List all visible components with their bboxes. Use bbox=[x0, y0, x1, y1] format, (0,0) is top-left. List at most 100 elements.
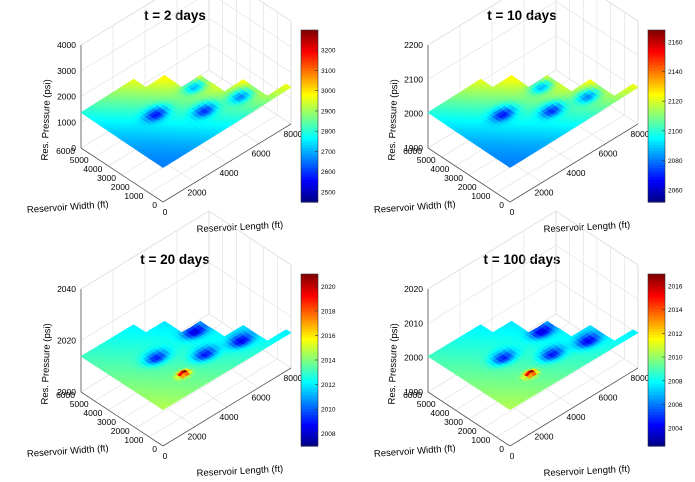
y-axis-label: Reservoir Width (ft) bbox=[374, 199, 456, 216]
colorbar-segment bbox=[648, 110, 665, 114]
colorbar-tick-label: 2600 bbox=[321, 169, 336, 176]
z-tick-label: 2100 bbox=[404, 74, 423, 84]
y-tick-label: 5000 bbox=[70, 399, 89, 409]
grid-line bbox=[555, 245, 639, 300]
y-tick-label: 6000 bbox=[403, 146, 422, 156]
z-tick-label: 2040 bbox=[57, 284, 76, 294]
colorbar-segment bbox=[648, 294, 665, 298]
colorbar-segment bbox=[648, 113, 665, 117]
colorbar-segment bbox=[301, 334, 318, 338]
y-tick-label: 2000 bbox=[111, 426, 130, 436]
y-tick-label: 4000 bbox=[83, 164, 102, 174]
colorbar-tick-label: 3100 bbox=[321, 68, 336, 75]
colorbar-segment bbox=[301, 425, 318, 430]
colorbar-segment bbox=[648, 98, 665, 103]
chart-title: t = 2 days bbox=[144, 8, 206, 23]
y-tick-label: 3000 bbox=[97, 417, 116, 427]
z-axis-label: Res. Pressure (psi) bbox=[40, 323, 54, 405]
x-tick-label: 0 bbox=[510, 207, 515, 217]
x-axis-label: Reservoir Length (ft) bbox=[543, 464, 630, 480]
grid-line bbox=[605, 0, 639, 22]
y-tick-label: 1000 bbox=[124, 191, 143, 201]
colorbar-segment bbox=[301, 98, 318, 103]
colorbar-segment bbox=[301, 55, 318, 60]
colorbar-segment bbox=[648, 141, 665, 146]
colorbar-segment bbox=[301, 144, 318, 149]
x-tick-label: 4000 bbox=[567, 168, 586, 178]
grid-line bbox=[258, 0, 292, 22]
colorbar-segment bbox=[648, 90, 665, 94]
colorbar-segment bbox=[648, 348, 665, 352]
colorbar-segment bbox=[648, 322, 665, 327]
grid-line bbox=[555, 1, 639, 56]
z-tick-label: 2010 bbox=[404, 318, 423, 328]
colorbar-segment bbox=[648, 87, 665, 91]
y-tick-label: 3000 bbox=[97, 173, 116, 183]
colorbar-segment bbox=[301, 294, 318, 298]
colorbar-segment bbox=[301, 360, 318, 364]
y-tick-label: 1000 bbox=[124, 435, 143, 445]
colorbar-segment bbox=[648, 325, 665, 330]
colorbar-segment bbox=[648, 116, 665, 120]
grid-line bbox=[208, 262, 292, 317]
colorbar-segment bbox=[301, 374, 318, 378]
grid-line bbox=[496, 114, 625, 194]
colorbar-segment bbox=[301, 64, 318, 68]
colorbar-segment bbox=[301, 87, 318, 91]
colorbar-tick-label: 2014 bbox=[668, 307, 683, 314]
surface-chart-1: t = 2 days 0 2000 4000 6000 8000 0 1000 2000 300… bbox=[0, 0, 347, 238]
colorbar-segment bbox=[648, 423, 665, 427]
colorbar-segment bbox=[648, 380, 665, 384]
tick-labels: 0200040006000800001000200030004000500060… bbox=[403, 40, 650, 217]
colorbar-segment bbox=[301, 274, 318, 278]
colorbar-segment bbox=[301, 90, 318, 94]
y-tick-label: 5000 bbox=[417, 155, 436, 165]
colorbar-segment bbox=[648, 354, 665, 358]
x-axis-line bbox=[509, 123, 639, 203]
z-tick-label: 2020 bbox=[57, 336, 76, 346]
colorbar-segment bbox=[648, 35, 665, 40]
colorbar-segment bbox=[648, 38, 665, 43]
colorbar-segment bbox=[648, 199, 665, 203]
colorbar-segment bbox=[301, 50, 318, 54]
colorbar-segment bbox=[648, 408, 665, 413]
y-tick-label: 4000 bbox=[83, 408, 102, 418]
colorbar-segment bbox=[301, 127, 318, 131]
x-tick-label: 0 bbox=[510, 451, 515, 461]
z-tick-label: 2000 bbox=[404, 353, 423, 363]
grid-line bbox=[496, 358, 625, 438]
x-tick-label: 6000 bbox=[599, 149, 618, 159]
colorbar-segment bbox=[648, 164, 665, 169]
colorbar-segment bbox=[301, 428, 318, 433]
x-tick-label: 6000 bbox=[599, 393, 618, 403]
colorbar-segment bbox=[648, 150, 665, 154]
surface-cell bbox=[507, 163, 515, 168]
colorbar-segment bbox=[648, 78, 665, 83]
colorbar-segment bbox=[301, 138, 318, 143]
colorbar-segment bbox=[301, 176, 318, 180]
colorbar-segment bbox=[648, 32, 665, 37]
x-tick-label: 2000 bbox=[535, 188, 554, 198]
y-tick-label: 6000 bbox=[56, 390, 75, 400]
x-tick-label: 0 bbox=[163, 451, 168, 461]
colorbar-tick-label: 2012 bbox=[668, 331, 683, 338]
colorbar-segment bbox=[648, 30, 665, 34]
colorbar-segment bbox=[301, 150, 318, 154]
colorbar-segment bbox=[301, 116, 318, 120]
colorbar-segment bbox=[648, 302, 665, 307]
colorbar-segment bbox=[301, 342, 318, 347]
colorbar-segment bbox=[648, 368, 665, 373]
colorbar-segment bbox=[648, 428, 665, 433]
colorbar-segment bbox=[648, 345, 665, 350]
surface-chart-2: t = 10 days 0 2000 4000 6000 8000 0 1000 2000 30… bbox=[347, 0, 694, 238]
x-axis-label: Reservoir Length (ft) bbox=[196, 220, 283, 236]
colorbar-segment bbox=[301, 403, 318, 407]
y-axis-line bbox=[427, 391, 511, 447]
colorbar-segment bbox=[301, 357, 318, 361]
colorbar-segment bbox=[301, 67, 318, 71]
colorbar-tick-label: 2016 bbox=[321, 333, 336, 340]
colorbar-segment bbox=[301, 391, 318, 395]
colorbar-segment bbox=[301, 337, 318, 341]
colorbar-segment bbox=[301, 388, 318, 393]
chart-plot: 0200040006000800001000200030004000500060… bbox=[27, 0, 336, 236]
